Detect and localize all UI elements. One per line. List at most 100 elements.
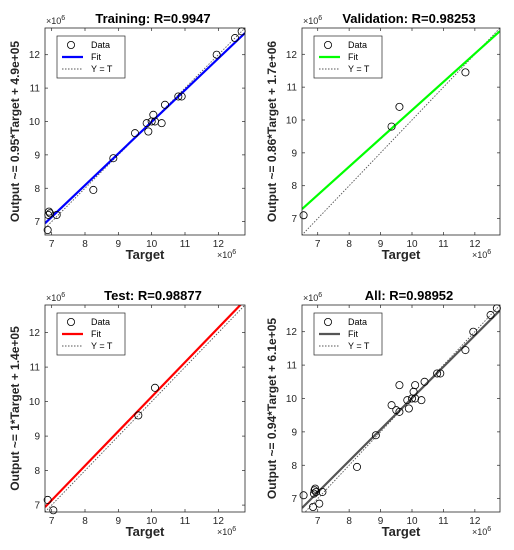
y-tick-label: 10 — [29, 397, 41, 408]
x-tick-label: 10 — [406, 516, 418, 527]
data-point — [411, 394, 420, 403]
y-axis-label: Output ~= 0.95*Target + 4.9e+05 — [8, 41, 22, 223]
chart-title: Training: R=0.9947 — [95, 11, 210, 26]
data-point — [299, 211, 308, 220]
x-tick-label: 8 — [82, 239, 88, 250]
x-tick-label: 10 — [406, 239, 418, 250]
y-tick-label: 8 — [291, 461, 297, 472]
x-exponent-base: ×10 — [472, 250, 487, 260]
legend-fit-label: Fit — [91, 329, 101, 339]
data-point — [177, 92, 186, 101]
x-axis-label: Target — [126, 247, 165, 262]
legend-data-label: Data — [348, 317, 367, 327]
x-tick-label: 9 — [116, 516, 122, 527]
data-point — [130, 129, 139, 138]
legend-data-label: Data — [91, 40, 110, 50]
y-tick-label: 8 — [34, 184, 40, 195]
y-tick-label: 7 — [291, 214, 297, 225]
data-point — [461, 68, 470, 77]
axes-box — [301, 304, 501, 513]
y-exponent-power: 6 — [318, 15, 322, 22]
y-tick-label: 9 — [291, 427, 297, 438]
y-tick-label: 10 — [286, 394, 298, 405]
y-tick-label: 9 — [34, 432, 40, 443]
legend-ideal-label: Y = T — [91, 341, 113, 351]
data-point — [420, 377, 429, 386]
y-tick-label: 12 — [29, 328, 41, 339]
data-point — [134, 411, 143, 420]
x-tick-label: 9 — [378, 516, 384, 527]
data-point — [318, 487, 327, 496]
y-tick-label: 12 — [29, 50, 41, 61]
fit-line — [302, 30, 500, 210]
data-point — [403, 396, 412, 405]
x-tick-label: 7 — [49, 516, 55, 527]
axes-box — [44, 304, 246, 513]
x-tick-label: 10 — [146, 239, 158, 250]
y-tick-label: 10 — [286, 116, 298, 127]
data-point — [469, 327, 478, 336]
y-axis-label: Output ~= 0.94*Target + 6.1e+05 — [265, 318, 279, 500]
data-point — [311, 484, 320, 493]
chart-title: Validation: R=0.98253 — [342, 11, 475, 26]
y-tick-label: 12 — [286, 327, 298, 338]
data-point — [417, 396, 426, 405]
legend: Data Fit Y = T — [313, 35, 383, 79]
data-point — [395, 407, 404, 416]
y-tick-label: 11 — [287, 361, 298, 372]
x-tick-label: 11 — [438, 239, 449, 250]
legend-fit-label: Fit — [348, 329, 358, 339]
fit-line — [45, 32, 245, 225]
x-tick-label: 8 — [346, 516, 352, 527]
x-tick-label: 11 — [438, 516, 449, 527]
x-tick-label: 12 — [469, 516, 481, 527]
x-tick-label: 9 — [116, 239, 122, 250]
y-tick-label: 8 — [34, 466, 40, 477]
data-point — [352, 462, 361, 471]
data-point — [309, 489, 318, 498]
data-point — [174, 92, 183, 101]
y-tick-label: 11 — [287, 83, 298, 94]
plot-content — [302, 28, 500, 235]
x-tick-label: 7 — [49, 239, 55, 250]
legend-data-marker — [323, 41, 332, 50]
plot-content — [302, 305, 500, 512]
y-exponent-label: ×106 — [303, 15, 322, 26]
legend-data-marker — [67, 41, 76, 50]
data-point — [387, 122, 396, 131]
data-point — [436, 369, 445, 378]
x-exponent-base: ×10 — [472, 527, 487, 537]
chart-title: All: R=0.98952 — [365, 288, 454, 303]
x-tick-label: 8 — [346, 239, 352, 250]
data-point — [52, 210, 61, 219]
data-point — [371, 431, 380, 440]
legend-data-marker — [67, 317, 76, 326]
axes-box — [44, 27, 246, 236]
legend-data-marker — [323, 317, 332, 326]
data-point — [387, 401, 396, 410]
y-axis-label: Output ~= 0.86*Target + 1.7e+06 — [265, 41, 279, 223]
data-point — [411, 381, 420, 390]
y-tick-label: 11 — [30, 363, 41, 374]
x-axis-label: Target — [382, 247, 421, 262]
x-tick-label: 7 — [315, 516, 321, 527]
legend: Data Fit Y = T — [313, 312, 383, 356]
plot-content — [45, 305, 245, 512]
x-tick-label: 12 — [213, 239, 225, 250]
data-point — [109, 154, 118, 163]
data-point — [395, 381, 404, 390]
legend: Data Fit Y = T — [56, 312, 126, 356]
y-axis-label: Output ~= 1*Target + 1.4e+05 — [8, 326, 22, 491]
legend-ideal-label: Y = T — [91, 64, 113, 74]
data-point — [486, 311, 495, 320]
y-tick-label: 7 — [291, 494, 297, 505]
data-point — [308, 502, 317, 511]
x-exponent-base: ×10 — [217, 250, 232, 260]
x-tick-label: 11 — [180, 516, 191, 527]
data-point — [142, 119, 151, 128]
chart-title: Test: R=0.98877 — [104, 288, 202, 303]
